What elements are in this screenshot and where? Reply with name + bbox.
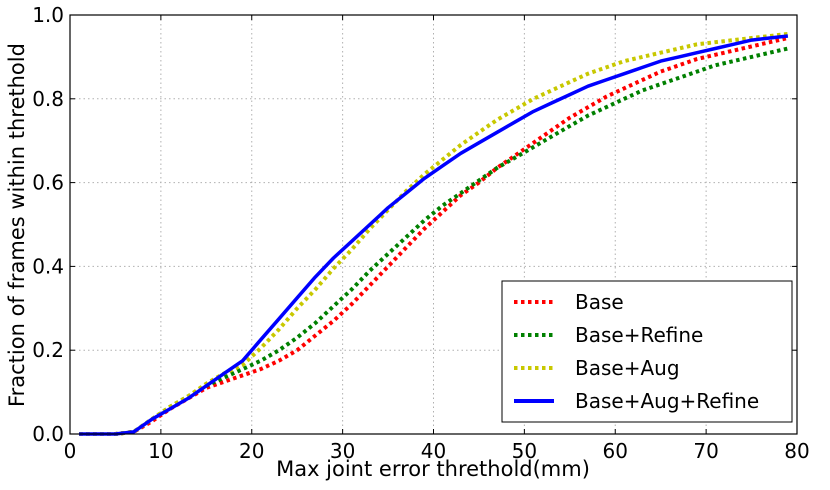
series-line-base-refine (79, 46, 789, 436)
x-tick-label: 80 (784, 439, 809, 463)
legend-label-base-aug-refine: Base+Aug+Refine (575, 389, 759, 413)
y-axis-label: Fraction of frames within threthold (5, 43, 29, 407)
series-line-base-aug (79, 31, 789, 436)
y-tick-label: 0.4 (32, 254, 64, 278)
y-axis-ticks: 0.0 0.2 0.4 0.6 0.8 1.0 (32, 3, 797, 446)
legend-box (501, 280, 793, 423)
legend-label-base-aug: Base+Aug (575, 356, 680, 380)
x-tick-label: 50 (512, 439, 537, 463)
legend-label-base: Base (575, 290, 624, 314)
x-tick-label: 0 (64, 439, 77, 463)
x-tick-label: 40 (421, 439, 446, 463)
y-tick-label: 0.2 (32, 338, 64, 362)
x-tick-label: 20 (239, 439, 264, 463)
y-tick-label: 0.0 (32, 422, 64, 446)
y-tick-label: 0.8 (32, 87, 64, 111)
y-tick-label: 0.6 (32, 171, 64, 195)
x-tick-label: 10 (148, 439, 173, 463)
x-axis-ticks: 0 10 20 30 40 50 60 70 80 (64, 15, 810, 463)
y-tick-label: 1.0 (32, 3, 64, 27)
legend-label-base-refine: Base+Refine (575, 323, 703, 347)
series-lines (79, 31, 789, 436)
x-axis-label: Max joint error threthold(mm) (276, 457, 590, 481)
legend: Base Base+Refine Base+Aug Base+Aug+Refin… (501, 280, 793, 423)
series-line-base-aug-refine (79, 34, 789, 436)
x-tick-label: 30 (330, 439, 355, 463)
x-tick-label: 60 (603, 439, 628, 463)
x-tick-label: 70 (693, 439, 718, 463)
